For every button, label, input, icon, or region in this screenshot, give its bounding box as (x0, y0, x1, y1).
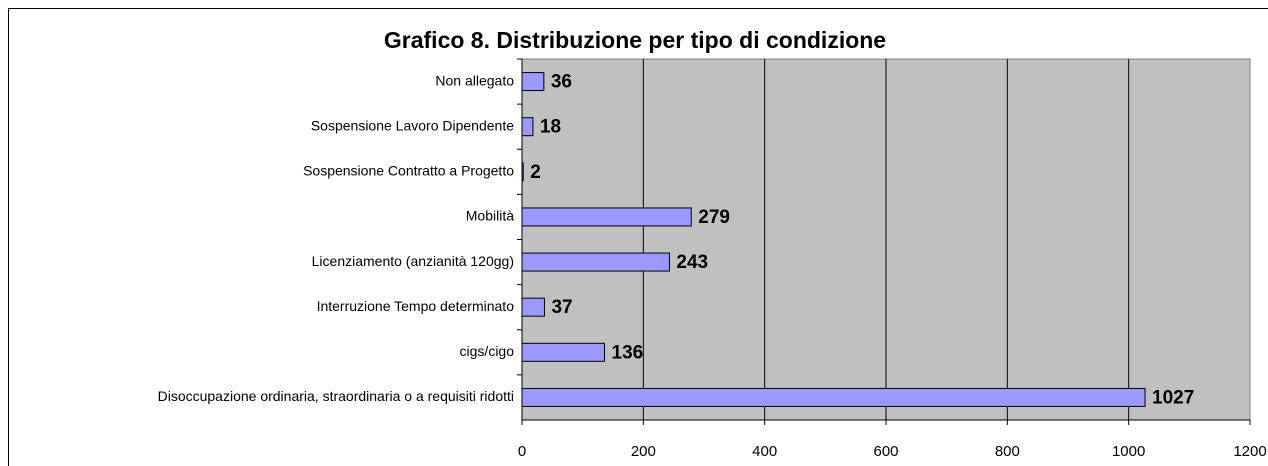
y-tick-label: cigs/cigo (460, 343, 515, 359)
x-tick-label: 400 (752, 443, 777, 460)
bar (521, 342, 606, 362)
x-tick-label: 200 (631, 443, 656, 460)
data-label: 136 (612, 342, 644, 363)
bar (521, 252, 670, 272)
bar (521, 207, 692, 227)
bar (521, 297, 545, 317)
x-tick-label: 1200 (1233, 443, 1266, 460)
y-tick-label: Interruzione Tempo determinato (317, 298, 515, 314)
x-tick-label: 1000 (1112, 443, 1145, 460)
data-label: 1027 (1152, 387, 1194, 408)
data-label: 18 (540, 117, 561, 138)
bar (521, 117, 534, 137)
y-tick-label: Mobilità (466, 208, 514, 224)
y-tick-label: Licenziamento (anzianità 120gg) (312, 253, 514, 269)
data-label: 2 (530, 162, 541, 183)
data-label: 37 (551, 297, 572, 318)
x-tick-label: 0 (518, 443, 526, 460)
data-label: 36 (551, 72, 572, 93)
data-label: 279 (698, 207, 730, 228)
y-tick-label: Disoccupazione ordinaria, straordinaria … (158, 388, 514, 404)
y-tick-label: Non allegato (435, 72, 514, 88)
data-label: 243 (676, 252, 708, 273)
y-tick-label: Sospensione Lavoro Dipendente (311, 117, 514, 133)
bar (521, 162, 524, 182)
bar (521, 387, 1146, 407)
y-tick-label: Sospensione Contratto a Progetto (303, 163, 514, 179)
x-tick-label: 800 (995, 443, 1020, 460)
bar (521, 72, 545, 92)
x-tick-label: 600 (873, 443, 898, 460)
chart-title: Grafico 8. Distribuzione per tipo di con… (384, 27, 886, 53)
